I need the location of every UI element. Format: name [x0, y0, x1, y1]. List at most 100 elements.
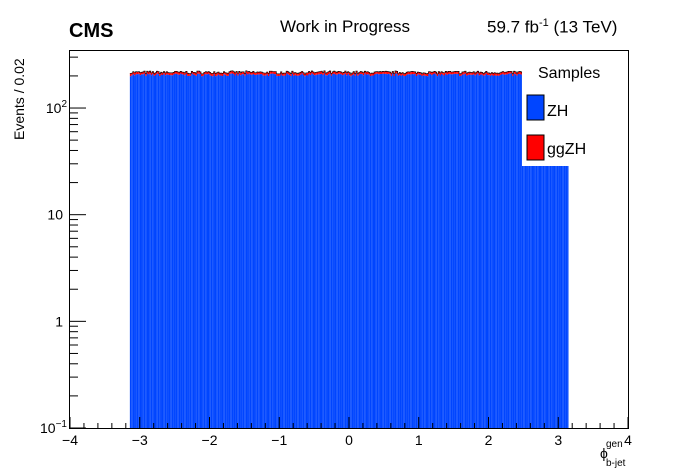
y-tick-base: 10: [46, 100, 62, 116]
bar-zh: [318, 74, 320, 428]
bar-ggzh: [298, 72, 301, 76]
x-tick-label: 4: [624, 432, 632, 448]
bar-ggzh: [341, 72, 344, 76]
bar-zh: [413, 74, 415, 428]
x-axis-label-sup: gen: [606, 439, 623, 450]
bar-zh: [393, 75, 395, 428]
bar-zh: [135, 74, 137, 429]
bar-zh: [473, 74, 475, 429]
bar-ggzh: [400, 73, 402, 76]
bar-zh: [538, 74, 541, 428]
bar-ggzh: [180, 71, 182, 74]
bar-zh: [267, 75, 270, 428]
bar-ggzh: [348, 72, 351, 76]
bar-ggzh: [442, 72, 444, 75]
bar-ggzh: [153, 73, 155, 76]
bar-zh: [221, 76, 224, 428]
bar-zh: [228, 73, 231, 428]
bar-zh: [463, 74, 465, 429]
bar-ggzh: [138, 71, 140, 74]
bar-zh: [265, 75, 267, 428]
bar-ggzh: [361, 71, 363, 75]
bar-ggzh: [507, 71, 510, 74]
bar-zh: [266, 74, 268, 428]
bar-ggzh: [263, 72, 266, 76]
bar-zh: [500, 74, 503, 428]
bar-ggzh: [249, 72, 252, 75]
bar-zh: [201, 76, 203, 428]
bar-zh: [199, 74, 202, 428]
bar-zh: [489, 75, 492, 428]
bar-ggzh: [184, 72, 186, 76]
bar-ggzh: [251, 72, 253, 75]
bar-zh: [548, 75, 550, 429]
bar-ggzh: [327, 71, 330, 75]
bar-ggzh: [453, 71, 455, 74]
y-tick-label: 10−1: [40, 419, 67, 436]
bar-zh: [223, 74, 225, 429]
bar-ggzh: [401, 72, 404, 75]
bar-zh: [460, 75, 462, 428]
bar-zh: [357, 75, 359, 429]
bar-zh: [427, 76, 429, 429]
bar-ggzh: [500, 72, 503, 75]
bar-ggzh: [491, 72, 493, 75]
bar-ggzh: [353, 71, 355, 75]
bar-ggzh: [457, 71, 460, 74]
bar-ggzh: [332, 71, 334, 74]
bar-zh: [224, 74, 227, 429]
bar-zh: [163, 73, 165, 428]
bar-zh: [509, 73, 511, 428]
bar-ggzh: [383, 71, 386, 74]
bar-zh: [552, 74, 554, 428]
bar-ggzh: [373, 71, 376, 75]
bar-ggzh: [410, 71, 412, 75]
bar-zh: [386, 74, 388, 428]
bar-zh: [531, 74, 534, 428]
bar-zh: [526, 74, 528, 429]
bar-zh: [400, 75, 402, 429]
bar-zh: [270, 73, 273, 428]
bar-ggzh: [474, 73, 476, 76]
bar-zh: [143, 73, 146, 429]
bar-zh: [429, 74, 432, 428]
stacked-histogram: [129, 70, 569, 429]
bar-zh: [171, 75, 174, 428]
bar-zh: [519, 73, 521, 428]
bar-zh: [348, 75, 351, 428]
bar-ggzh: [520, 71, 522, 75]
bar-zh: [305, 75, 308, 428]
bar-zh: [535, 73, 538, 429]
bar-ggzh: [379, 71, 381, 74]
bar-ggzh: [267, 73, 270, 76]
bar-zh: [477, 73, 479, 428]
bar-ggzh: [189, 73, 192, 76]
bar-ggzh: [136, 71, 139, 75]
bar-ggzh: [424, 73, 426, 76]
bar-zh: [507, 73, 510, 428]
bar-ggzh: [482, 73, 485, 76]
bar-zh: [379, 73, 381, 429]
bar-zh: [415, 76, 418, 429]
bar-ggzh: [210, 73, 213, 76]
bar-ggzh: [382, 71, 384, 74]
bar-zh: [242, 74, 245, 429]
bar-ggzh: [493, 72, 496, 76]
bar-ggzh: [488, 72, 490, 76]
bar-zh: [408, 74, 411, 428]
bar-zh: [406, 74, 408, 428]
bar-zh: [319, 74, 321, 429]
bar-zh: [336, 74, 338, 429]
bar-zh: [213, 74, 215, 429]
bar-zh: [159, 76, 161, 428]
bar-ggzh: [188, 73, 190, 76]
bar-ggzh: [295, 73, 298, 76]
bar-zh: [315, 74, 317, 429]
bar-ggzh: [191, 71, 193, 74]
bar-zh: [281, 75, 284, 428]
bar-zh: [378, 74, 380, 429]
bar-ggzh: [486, 72, 489, 76]
bar-ggzh: [307, 72, 309, 76]
